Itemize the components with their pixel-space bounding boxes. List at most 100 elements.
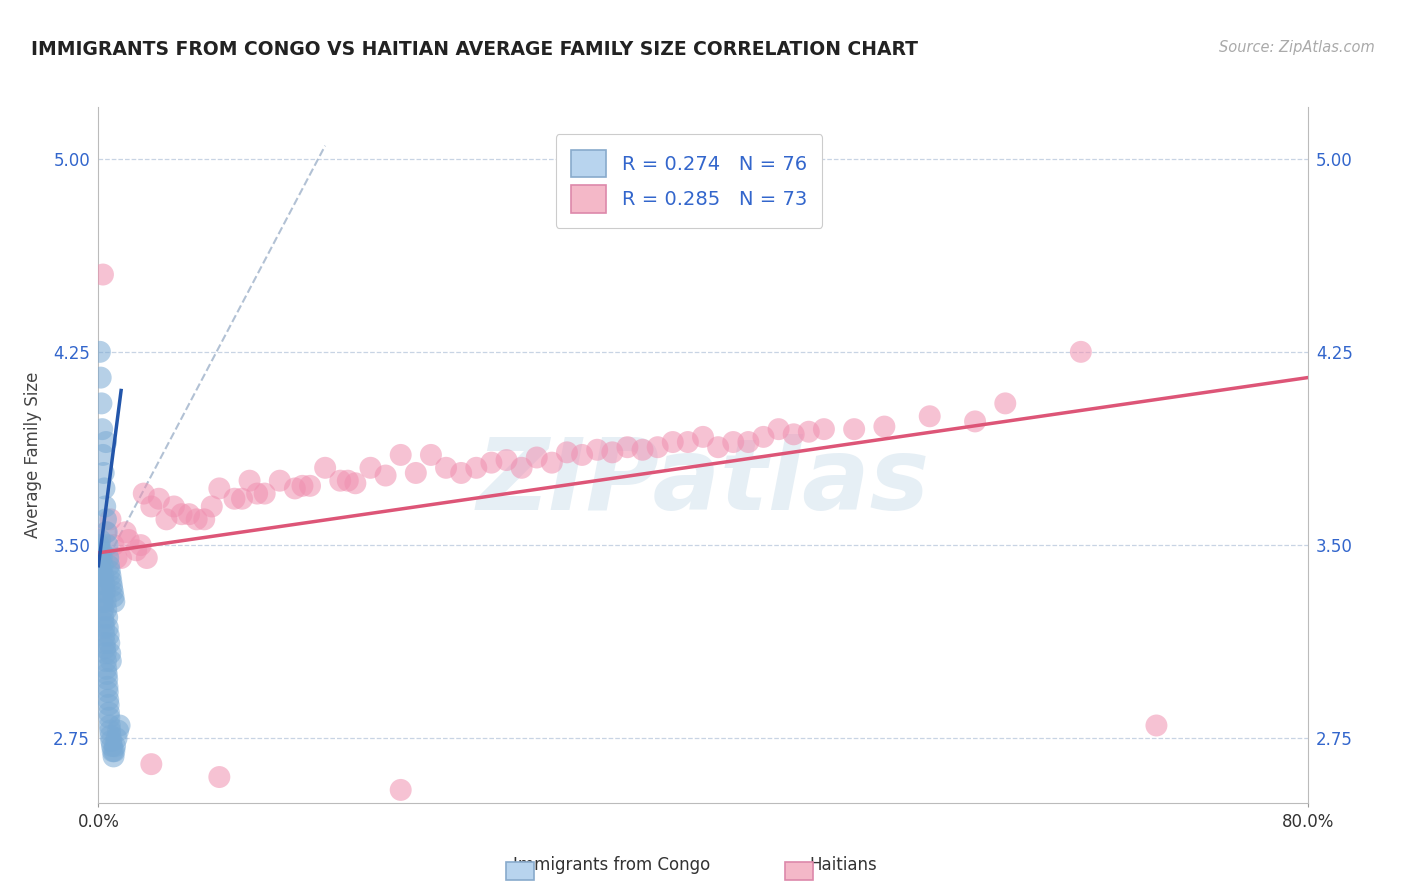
Point — [602, 445, 624, 459]
Point — [97, 692, 120, 706]
Point — [495, 453, 517, 467]
Point — [91, 569, 114, 583]
Point — [434, 460, 457, 475]
Point — [253, 486, 276, 500]
Point — [170, 507, 193, 521]
Point — [208, 770, 231, 784]
Point — [179, 507, 201, 521]
Point — [96, 667, 118, 681]
Point — [97, 551, 120, 566]
Point — [918, 409, 941, 424]
Point — [96, 525, 118, 540]
Point — [737, 435, 759, 450]
Point — [100, 654, 122, 668]
Point — [101, 584, 124, 599]
Point — [98, 558, 121, 573]
Point — [98, 636, 121, 650]
Point — [105, 551, 128, 566]
Point — [813, 422, 835, 436]
Point — [91, 602, 114, 616]
Point — [571, 448, 593, 462]
Point — [201, 500, 224, 514]
Point — [661, 435, 683, 450]
Point — [103, 590, 125, 604]
Point — [91, 268, 114, 282]
Point — [96, 602, 118, 616]
Point — [118, 533, 141, 547]
Point — [98, 711, 121, 725]
Point — [526, 450, 548, 465]
Point — [844, 422, 866, 436]
Point — [93, 576, 115, 591]
Point — [93, 628, 115, 642]
Point — [103, 744, 125, 758]
Point — [91, 595, 114, 609]
Point — [481, 456, 503, 470]
Point — [344, 476, 367, 491]
Point — [1070, 344, 1092, 359]
Point — [768, 422, 790, 436]
Point — [100, 734, 122, 748]
Point — [616, 440, 638, 454]
Point — [90, 396, 112, 410]
Point — [555, 445, 578, 459]
Point — [692, 430, 714, 444]
Point — [94, 512, 117, 526]
Point — [96, 672, 118, 686]
Point — [91, 422, 114, 436]
Point — [389, 783, 412, 797]
Point — [97, 685, 120, 699]
Point — [291, 479, 314, 493]
Point — [108, 718, 131, 732]
Point — [90, 569, 112, 583]
Point — [103, 595, 125, 609]
Point — [389, 448, 412, 462]
Point — [125, 543, 148, 558]
Point — [91, 610, 114, 624]
Point — [97, 698, 120, 712]
Point — [101, 579, 124, 593]
Point — [94, 641, 117, 656]
Point — [336, 474, 359, 488]
Point — [94, 584, 117, 599]
Point — [114, 525, 136, 540]
Point — [873, 419, 896, 434]
Point — [107, 723, 129, 738]
Text: Immigrants from Congo: Immigrants from Congo — [513, 855, 710, 873]
Y-axis label: Average Family Size: Average Family Size — [24, 372, 42, 538]
Point — [89, 538, 111, 552]
Point — [90, 584, 112, 599]
Point — [90, 551, 112, 566]
Point — [100, 569, 122, 583]
Point — [89, 551, 111, 566]
Text: IMMIGRANTS FROM CONGO VS HAITIAN AVERAGE FAMILY SIZE CORRELATION CHART: IMMIGRANTS FROM CONGO VS HAITIAN AVERAGE… — [31, 40, 918, 59]
Point — [90, 576, 112, 591]
Point — [90, 543, 112, 558]
Point — [100, 512, 122, 526]
Point — [299, 479, 322, 493]
Point — [110, 551, 132, 566]
Point — [155, 512, 177, 526]
Point — [405, 466, 427, 480]
Point — [91, 558, 114, 573]
Point — [100, 574, 122, 589]
Legend: R = 0.274   N = 76, R = 0.285   N = 73: R = 0.274 N = 76, R = 0.285 N = 73 — [555, 134, 823, 228]
Point — [540, 456, 562, 470]
Point — [101, 744, 124, 758]
Point — [224, 491, 246, 506]
Point — [284, 482, 307, 496]
Point — [374, 468, 396, 483]
Point — [91, 590, 114, 604]
Point — [96, 538, 118, 552]
Point — [132, 486, 155, 500]
Point — [101, 739, 124, 753]
Point — [420, 448, 443, 462]
Point — [797, 425, 820, 439]
Point — [783, 427, 806, 442]
Point — [269, 474, 291, 488]
Point — [752, 430, 775, 444]
Point — [965, 414, 987, 428]
Point — [465, 460, 488, 475]
Point — [208, 482, 231, 496]
Point — [96, 610, 118, 624]
